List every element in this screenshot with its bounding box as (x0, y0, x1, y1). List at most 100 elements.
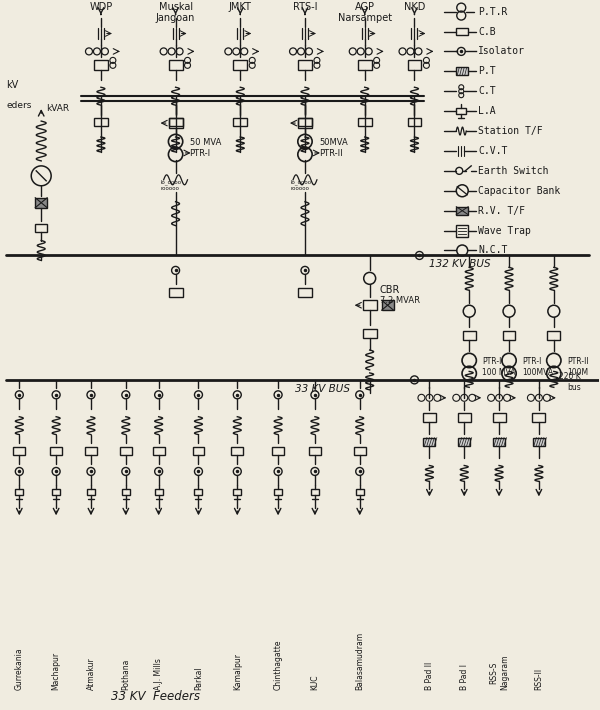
Text: L.A: L.A (478, 106, 496, 116)
Text: AGP
Narsampet: AGP Narsampet (338, 1, 392, 23)
Bar (456, 28, 468, 36)
Bar (456, 207, 468, 214)
Text: B Pad II: B Pad II (425, 662, 434, 690)
Text: Station T/F: Station T/F (478, 126, 543, 136)
Text: Balasamudram: Balasamudram (355, 633, 364, 690)
Bar (309, 447, 321, 454)
Text: 220 K
bus: 220 K bus (559, 373, 581, 392)
Text: B Pad I: B Pad I (460, 665, 469, 690)
Bar (52, 489, 60, 496)
Text: Atmakur: Atmakur (86, 657, 95, 690)
Bar (169, 288, 182, 297)
Text: lo_oooo
rooooo: lo_oooo rooooo (161, 180, 182, 191)
Bar (169, 118, 182, 128)
Bar (194, 489, 202, 496)
Bar (233, 118, 247, 126)
Bar (533, 437, 545, 446)
Bar (298, 118, 312, 128)
Text: Gurrekania: Gurrekania (15, 648, 24, 690)
Bar (456, 67, 468, 75)
Bar (87, 489, 95, 496)
Bar (120, 447, 132, 454)
Bar (169, 60, 182, 70)
Text: PTR-II
100 MVA: PTR-II 100 MVA (482, 357, 515, 376)
Text: 33 KV  Feeders: 33 KV Feeders (111, 690, 200, 704)
Bar (407, 60, 421, 70)
Bar (152, 447, 164, 454)
Text: 50MVA
PTR-II: 50MVA PTR-II (319, 138, 347, 158)
Bar (456, 108, 466, 114)
Bar (358, 60, 371, 70)
Text: WDP: WDP (89, 1, 113, 11)
Text: Wave Trap: Wave Trap (478, 226, 531, 236)
Bar (193, 447, 205, 454)
Bar (94, 60, 108, 70)
Bar (169, 118, 182, 126)
Text: Earth Switch: Earth Switch (478, 166, 548, 176)
Bar (532, 413, 545, 422)
Text: kVAR: kVAR (46, 104, 70, 113)
Text: PTR-II
100M: PTR-II 100M (567, 357, 589, 376)
Bar (424, 437, 436, 446)
Text: Kamalpur: Kamalpur (233, 653, 242, 690)
Bar (363, 329, 377, 337)
Text: C.V.T: C.V.T (478, 146, 508, 156)
Bar (298, 288, 312, 297)
Text: eders: eders (7, 101, 32, 110)
Text: NKD: NKD (404, 1, 425, 11)
Bar (356, 489, 364, 496)
Bar (493, 437, 505, 446)
Text: KUC: KUC (310, 675, 319, 690)
Bar (274, 489, 282, 496)
Bar (423, 413, 436, 422)
Text: P.T.R: P.T.R (478, 6, 508, 16)
Bar (122, 489, 130, 496)
Text: Chinthagatte: Chinthagatte (274, 640, 283, 690)
Bar (456, 224, 468, 236)
Bar (35, 197, 47, 208)
Text: 7.2 MVAR: 7.2 MVAR (380, 296, 419, 305)
Text: CBR: CBR (380, 285, 400, 295)
Bar (13, 447, 25, 454)
Text: C.T: C.T (478, 86, 496, 97)
Bar (363, 300, 377, 310)
Text: Isolator: Isolator (478, 46, 525, 56)
Text: Machapur: Machapur (52, 652, 61, 690)
Bar (298, 60, 312, 70)
Bar (50, 447, 62, 454)
Bar (298, 118, 312, 126)
Bar (463, 331, 476, 339)
Bar (407, 118, 421, 126)
Text: Pothana: Pothana (121, 659, 130, 690)
Bar (358, 118, 371, 126)
Bar (354, 447, 365, 454)
Text: Muskal
Jangoan: Muskal Jangoan (156, 1, 195, 23)
Bar (233, 60, 247, 70)
Bar (85, 447, 97, 454)
Text: RSS-II: RSS-II (535, 668, 544, 690)
Text: Parkal: Parkal (194, 667, 203, 690)
Bar (272, 447, 284, 454)
Bar (458, 413, 471, 422)
Text: lo_oooo
rooooo: lo_oooo rooooo (290, 180, 311, 191)
Text: 50 MVA
PTR-I: 50 MVA PTR-I (190, 138, 221, 158)
Bar (311, 489, 319, 496)
Text: P.T: P.T (478, 66, 496, 76)
Text: 132 KV BUS: 132 KV BUS (430, 259, 491, 269)
Text: 33 KV BUS: 33 KV BUS (295, 384, 350, 394)
Bar (493, 413, 506, 422)
Bar (155, 489, 163, 496)
Text: JMKT: JMKT (229, 1, 252, 11)
Bar (94, 118, 108, 126)
Text: N.C.T: N.C.T (478, 246, 508, 256)
Bar (233, 489, 241, 496)
Text: kV: kV (7, 80, 19, 90)
Bar (35, 224, 47, 231)
Bar (547, 331, 560, 339)
Text: Capacitor Bank: Capacitor Bank (478, 186, 560, 196)
Text: C.B: C.B (478, 26, 496, 36)
Text: RTS-I: RTS-I (293, 1, 317, 11)
Text: PTR-I
100MVA: PTR-I 100MVA (522, 357, 553, 376)
Bar (382, 300, 394, 310)
Bar (503, 331, 515, 339)
